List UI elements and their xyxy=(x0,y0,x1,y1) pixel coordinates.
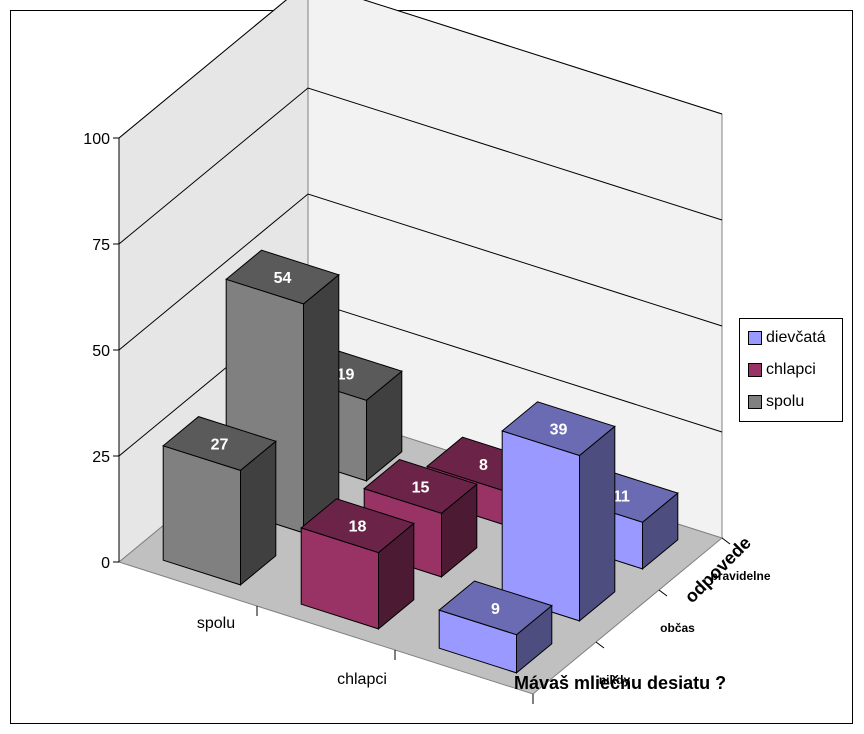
data-label: 8 xyxy=(479,457,488,474)
data-label: 15 xyxy=(412,479,430,496)
bar-chlapci-nikdy: 18 xyxy=(300,498,415,630)
legend-item-chlapci: chlapci xyxy=(748,359,816,381)
data-label: 39 xyxy=(550,422,568,439)
gridline xyxy=(118,0,723,139)
legend-item-spolu: spolu xyxy=(748,391,804,413)
bar-top-face xyxy=(225,249,340,305)
group-axis-labels: spoluchlapcidievčatá xyxy=(197,606,534,704)
legend-swatch xyxy=(748,331,762,345)
y-tick-label: 25 xyxy=(92,449,110,466)
bar-dievat-nikdy: 9 xyxy=(438,580,553,674)
group-label: spolu xyxy=(197,615,235,632)
data-label: 18 xyxy=(349,519,367,536)
legend-swatch xyxy=(748,363,762,377)
legend-item-dievcata: dievčatá xyxy=(748,327,826,349)
gridline xyxy=(118,193,723,351)
bar-side-face xyxy=(579,425,616,622)
response-label: občas xyxy=(660,621,695,635)
data-label: 9 xyxy=(491,601,500,618)
response-tick xyxy=(595,641,605,649)
bar-top-face xyxy=(363,458,478,514)
bar-top-face xyxy=(300,498,415,554)
gridline xyxy=(118,87,723,245)
legend-label: chlapci xyxy=(766,361,816,378)
y-tick-label: 0 xyxy=(101,555,110,572)
response-axis-labels: nikdy občas pravidelne xyxy=(595,537,771,687)
y-tick-label: 75 xyxy=(92,237,110,254)
legend-label: spolu xyxy=(766,393,805,410)
legend-swatch xyxy=(748,395,762,409)
response-label: nikdy xyxy=(599,673,631,687)
bar-front-face xyxy=(501,430,580,622)
data-label: 54 xyxy=(274,270,292,287)
bar-dievat-obas: 39 xyxy=(501,401,616,622)
legend-label: dievčatá xyxy=(766,329,826,346)
data-label: 27 xyxy=(211,437,229,454)
y-tick-label: 50 xyxy=(92,343,110,360)
bar-top-face xyxy=(162,416,277,471)
bar-side-face xyxy=(303,273,340,534)
chart-bars: 19 8 11 54 15 39 27 18 9 xyxy=(162,249,679,674)
group-label: chlapci xyxy=(337,671,387,688)
bar-spolu-nikdy: 27 xyxy=(162,416,277,586)
chart-walls xyxy=(117,0,724,695)
bar-top-face xyxy=(438,580,553,636)
bar-top-face xyxy=(501,401,616,457)
y-axis-ticks: 0 25 50 75 100 xyxy=(83,131,120,572)
response-label: pravidelne xyxy=(710,569,770,583)
data-label: 11 xyxy=(613,488,630,505)
chart-legend: dievčatá chlapci spolu xyxy=(739,318,843,422)
x-axis-title: Mávaš mliečnu desiatu ? xyxy=(514,673,726,693)
response-tick xyxy=(658,589,668,597)
data-label: 19 xyxy=(337,366,355,383)
y-tick-label: 100 xyxy=(83,131,110,148)
response-tick xyxy=(721,537,731,545)
